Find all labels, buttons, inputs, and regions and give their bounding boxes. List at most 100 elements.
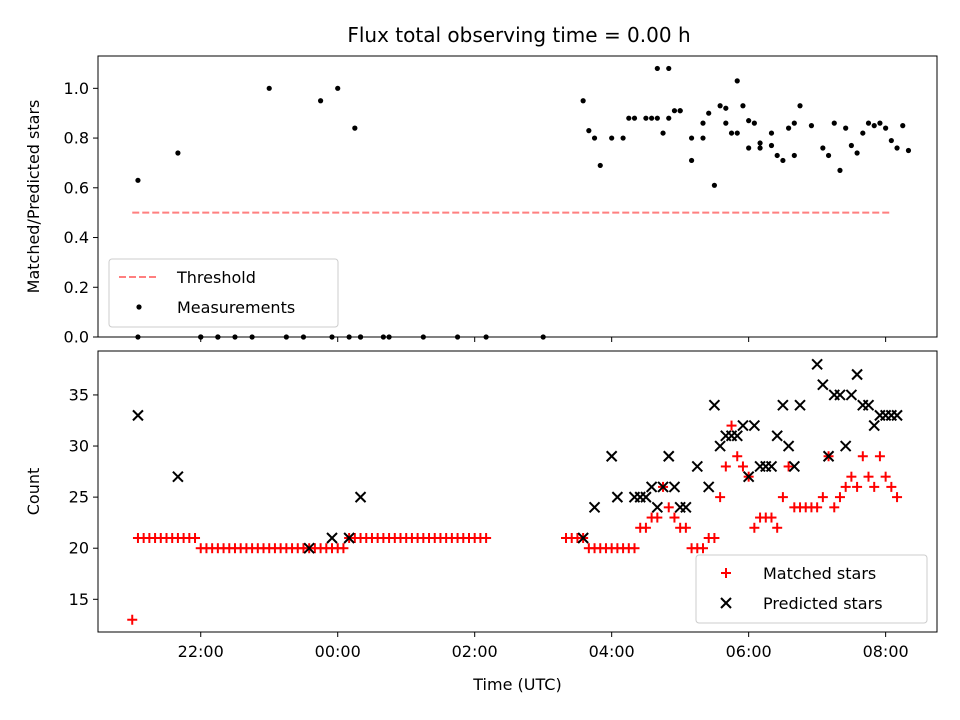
y-axis-label: Matched/Predicted stars xyxy=(24,100,43,294)
measurement-point xyxy=(883,125,889,131)
predicted-star-point xyxy=(731,430,743,442)
measurement-point xyxy=(175,150,181,156)
measurement-point xyxy=(723,120,729,126)
y-tick-label: 0.6 xyxy=(64,178,89,197)
matched-star-point xyxy=(669,512,680,523)
measurement-point xyxy=(837,167,843,173)
matched-star-point xyxy=(812,502,823,513)
measurement-point xyxy=(352,125,358,131)
measurement-point xyxy=(654,65,660,72)
predicted-star-point xyxy=(771,430,783,442)
measurement-point xyxy=(591,135,598,141)
predicted-star-point xyxy=(645,481,658,493)
measurement-point xyxy=(283,334,289,340)
measurement-point xyxy=(865,120,872,126)
measurement-point xyxy=(706,110,712,116)
matched-star-point xyxy=(817,492,828,503)
matched-star-point xyxy=(732,451,743,462)
predicted-star-point xyxy=(611,491,624,503)
bottom-panel: 15 20 25 30 35 22:00 00:00 02:00 04:00 06:00 08:00… xyxy=(24,350,938,694)
measurement-point xyxy=(780,157,786,164)
measurement-point xyxy=(666,65,672,72)
matched-star-point xyxy=(481,532,492,543)
matched-star-point xyxy=(190,532,201,543)
matched-star-point xyxy=(652,512,663,523)
measurement-point xyxy=(135,177,141,183)
matched-star-point xyxy=(766,512,777,523)
predicted-star-point xyxy=(588,501,601,514)
predicted-star-point xyxy=(303,542,315,554)
y-tick-label: 20 xyxy=(69,539,89,558)
predicted-star-point xyxy=(862,399,875,411)
predicted-star-point xyxy=(839,440,852,452)
legend-threshold-label: Threshold xyxy=(176,268,256,287)
matched-star-point xyxy=(892,492,903,503)
x-tick-label: 06:00 xyxy=(726,642,772,661)
measurement-point xyxy=(198,334,204,340)
predicted-star-point xyxy=(748,419,761,432)
chart-title: Flux total observing time = 0.00 h xyxy=(347,23,690,47)
measurement-point xyxy=(900,123,906,129)
matched-star-point xyxy=(663,502,674,513)
measurement-point xyxy=(854,150,860,156)
predicted-star-point xyxy=(742,470,755,483)
matched-star-point xyxy=(846,471,857,482)
matched-star-point xyxy=(834,492,845,503)
predicted-star-point xyxy=(765,460,778,473)
measurement-point xyxy=(649,115,655,121)
y-tick-label: 0.4 xyxy=(64,228,89,247)
measurement-point xyxy=(688,157,695,164)
predicted-star-point xyxy=(640,491,652,503)
measurement-point xyxy=(586,128,592,134)
x-tick-label: 04:00 xyxy=(589,642,635,661)
measurement-point xyxy=(631,115,638,121)
matched-star-point xyxy=(709,532,720,543)
measurement-point xyxy=(774,152,780,159)
predicted-star-point xyxy=(354,491,367,503)
measurement-point xyxy=(825,152,832,159)
matched-star-point xyxy=(715,492,726,503)
measurement-point xyxy=(768,142,775,149)
predicted-star-point xyxy=(343,532,355,544)
measurement-point xyxy=(848,142,854,149)
matched-star-point xyxy=(772,522,783,533)
legend-matched-swatch xyxy=(721,568,731,578)
predicted-star-point xyxy=(817,379,829,391)
measurement-point xyxy=(335,85,341,91)
measurement-point xyxy=(232,334,238,340)
legend-measurements-swatch xyxy=(136,304,142,310)
measurement-point xyxy=(300,334,307,340)
legend-predicted-label: Predicted stars xyxy=(763,594,883,613)
measurement-point xyxy=(266,85,272,91)
y-tick-label: 25 xyxy=(69,488,89,507)
y-tick-label: 15 xyxy=(69,590,89,609)
measurement-point xyxy=(757,140,763,146)
measurement-point xyxy=(317,98,324,104)
measurement-point xyxy=(791,120,797,126)
predicted-star-point xyxy=(845,389,858,401)
measurement-point xyxy=(723,105,729,111)
measurement-point xyxy=(357,334,364,340)
predicted-star-point xyxy=(663,450,675,462)
predicted-star-point xyxy=(811,358,823,370)
predicted-star-point xyxy=(737,419,749,432)
matched-star-point xyxy=(874,451,885,462)
measurement-point xyxy=(871,123,877,129)
measurement-point xyxy=(843,125,849,131)
matched-star-point xyxy=(680,522,691,533)
measurement-point xyxy=(717,103,723,109)
predicted-star-point xyxy=(777,399,789,411)
x-axis-label: Time (UTC) xyxy=(472,675,561,694)
matched-star-point xyxy=(869,481,880,492)
measurement-point xyxy=(654,115,660,121)
measurement-point xyxy=(700,120,706,126)
measurement-point xyxy=(643,115,649,121)
predicted-star-point xyxy=(851,368,863,381)
y-tick-label: 0.0 xyxy=(64,328,89,347)
predicted-star-point xyxy=(668,481,681,493)
matched-star-point xyxy=(697,543,708,554)
legend-measurements-label: Measurements xyxy=(177,298,295,317)
measurement-point xyxy=(768,130,775,136)
measurement-point xyxy=(580,98,586,104)
